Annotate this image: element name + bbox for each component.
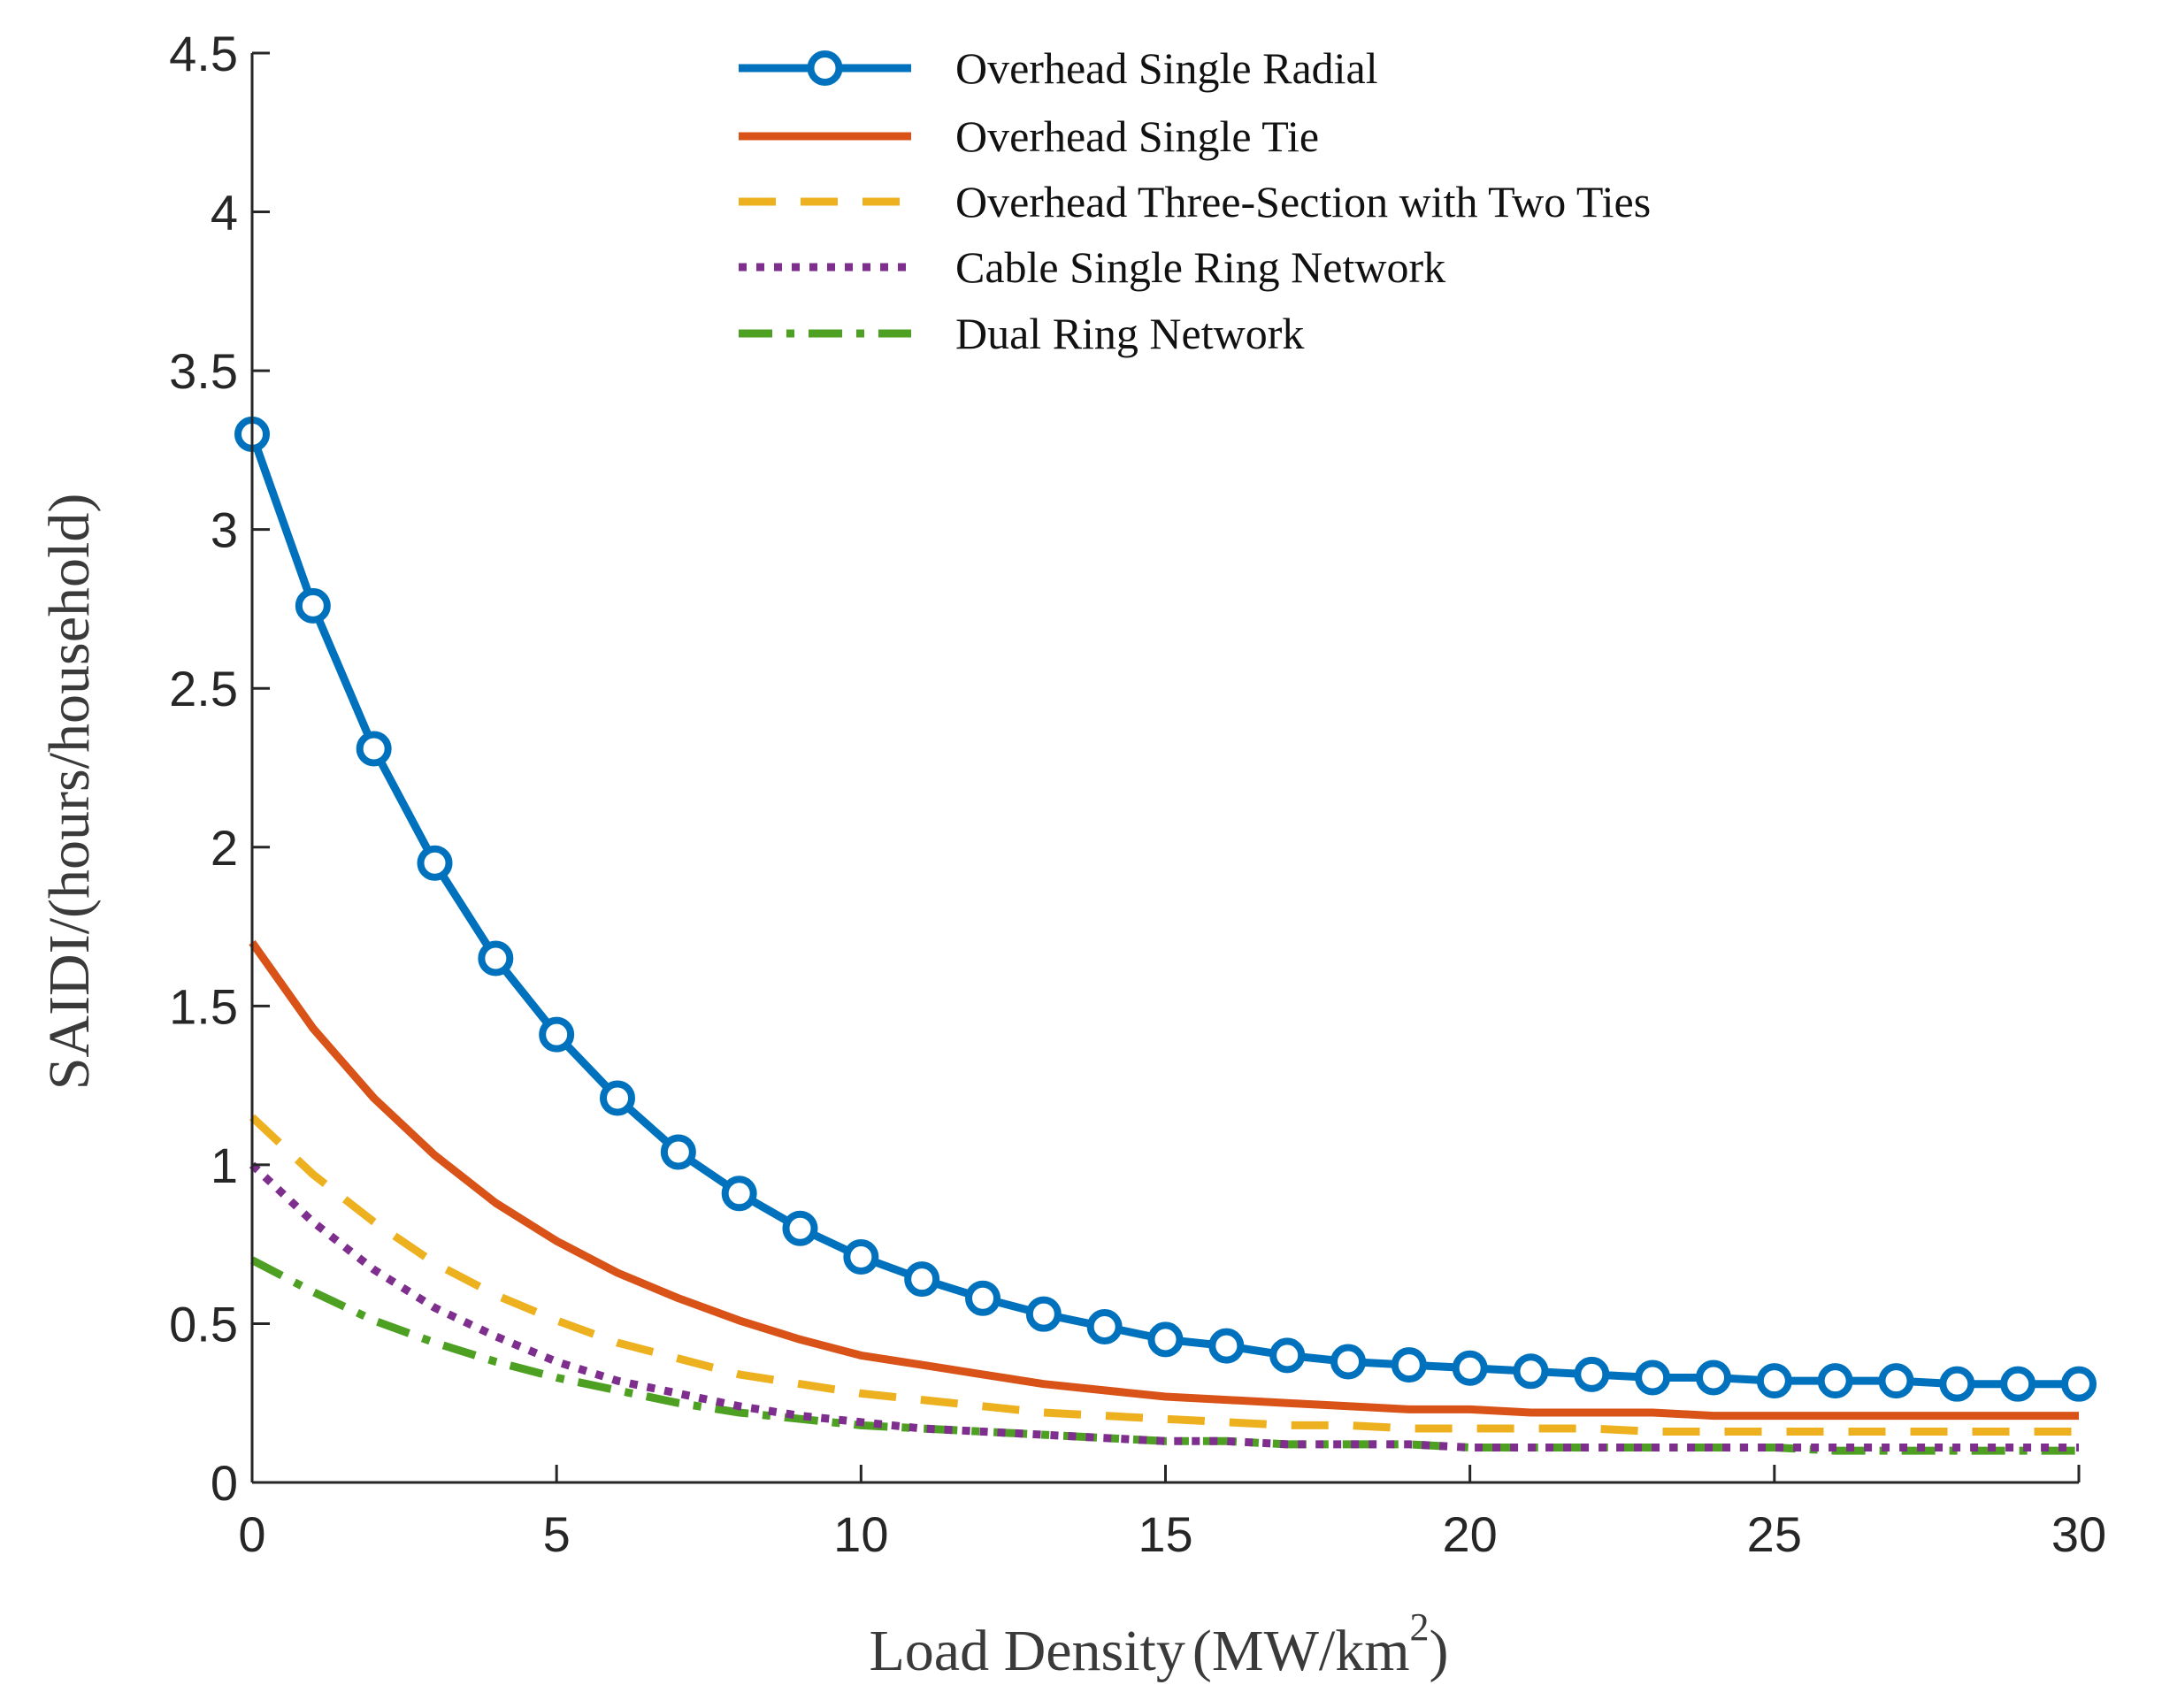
x-tick-label: 0: [238, 1506, 265, 1562]
series-0-point-5: [539, 1016, 575, 1053]
x-tick-label: 5: [543, 1506, 571, 1562]
series-0-point-17: [1269, 1337, 1306, 1374]
x-tick-label: 25: [1747, 1506, 1802, 1562]
series-0-point-15: [1147, 1321, 1184, 1358]
series-layer: [234, 416, 2097, 1455]
legend-label-0: Overhead Single Radial: [955, 43, 1378, 93]
series-0-point-24: [1696, 1360, 1731, 1396]
x-tick-label: 10: [833, 1506, 888, 1562]
x-tick-label: 20: [1443, 1506, 1498, 1562]
legend-label-2: Overhead Three-Section with Two Ties: [955, 177, 1651, 226]
y-tick-label: 0: [211, 1455, 238, 1511]
series-0-point-26: [1817, 1363, 1853, 1399]
series-0-point-13: [1025, 1296, 1062, 1332]
series-0-point-20: [1452, 1350, 1488, 1386]
y-tick-label: 2: [211, 820, 238, 876]
series-0-point-19: [1391, 1347, 1427, 1383]
series-0-point-23: [1635, 1360, 1671, 1396]
legend-marker-0: [807, 50, 843, 86]
y-tick-label: 4.5: [169, 26, 238, 81]
series-0-point-8: [721, 1176, 757, 1212]
series-0-point-22: [1574, 1356, 1610, 1392]
x-axis-label-close: ): [1430, 1619, 1449, 1683]
series-0-point-27: [1878, 1363, 1914, 1399]
series-0-point-12: [965, 1280, 1000, 1316]
y-tick-label: 3.5: [169, 343, 238, 399]
y-tick-label: 4: [211, 185, 238, 241]
series-line-4: [249, 1256, 2079, 1455]
y-tick-label: 1: [211, 1137, 238, 1193]
x-axis-label-unit: (MW/km: [1192, 1619, 1410, 1683]
y-tick-label: 2.5: [169, 661, 238, 716]
y-axis-label: SAIDI/(hours/household): [37, 494, 102, 1091]
series-0-point-21: [1513, 1353, 1549, 1390]
series-line-1: [249, 939, 2079, 1421]
y-tick-label: 1.5: [169, 978, 238, 1034]
series-0-point-9: [782, 1210, 818, 1246]
series-0-point-18: [1330, 1344, 1366, 1380]
x-tick-label: 30: [2051, 1506, 2106, 1562]
series-0-point-4: [478, 940, 514, 977]
series-0-point-2: [356, 731, 392, 767]
series-0-point-6: [600, 1080, 635, 1116]
legend-label-3: Cable Single Ring Network: [955, 242, 1445, 292]
legend-label-4: Dual Ring Network: [955, 309, 1304, 358]
series-0-point-25: [1756, 1363, 1792, 1399]
series-0-point-10: [843, 1239, 879, 1275]
series-0-point-3: [417, 845, 453, 881]
x-axis-label: Load Density (MW/km2): [869, 1605, 1448, 1683]
series-0-point-16: [1208, 1328, 1245, 1364]
series-0-point-28: [1939, 1366, 1975, 1402]
y-tick-label: 0.5: [169, 1296, 238, 1352]
x-tick-label: 15: [1138, 1506, 1192, 1562]
x-axis-label-main: Load Density: [869, 1619, 1184, 1683]
series-0-point-14: [1086, 1309, 1123, 1345]
legend: Overhead Single Radial Overhead Single Ti…: [739, 43, 1651, 358]
y-tick-label: 3: [211, 502, 238, 558]
series-0-point-1: [295, 587, 331, 624]
series-0-point-11: [904, 1261, 940, 1298]
axes-layer: 0 0.5 1 1.5 2 2.5 3 3.5 4 4.5 0 5 10 15 20 25 30: [169, 26, 2106, 1562]
series-0-point-7: [660, 1134, 696, 1170]
legend-label-1: Overhead Single Tie: [955, 111, 1319, 161]
series-0-point-29: [2000, 1366, 2036, 1402]
series-0-point-30: [2061, 1366, 2097, 1402]
x-axis-label-exponent: 2: [1410, 1605, 1430, 1649]
